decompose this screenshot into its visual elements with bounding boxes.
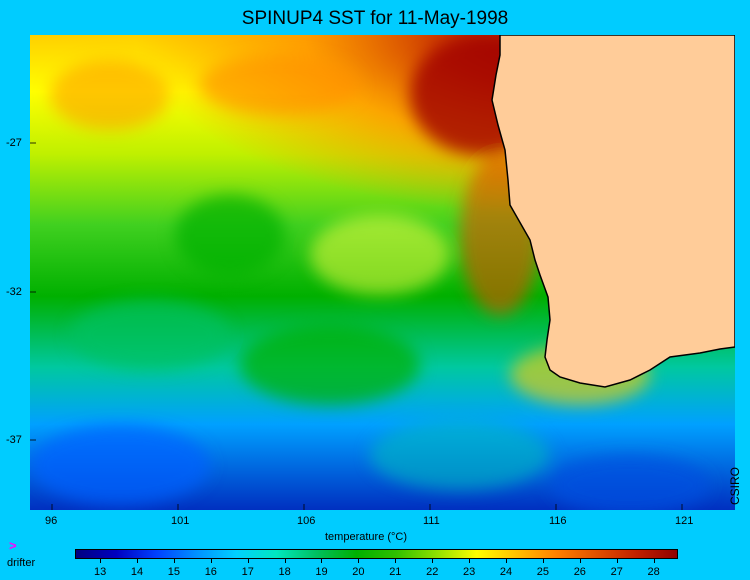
colorbar-tick — [505, 558, 507, 563]
colorbar-tick — [469, 558, 470, 563]
colorbar-tick-label: 20 — [352, 566, 365, 578]
lat-tick-label: -27 — [6, 137, 22, 149]
lon-tick-label: 96 — [45, 515, 58, 527]
colorbar-tick-label: 26 — [573, 566, 586, 578]
axis-ticks — [30, 142, 683, 510]
colorbar-tick-label: 23 — [463, 566, 476, 578]
drifter-icon: > — [9, 538, 17, 553]
colorbar-tick-label: 15 — [167, 566, 181, 578]
lon-tick-label: 111 — [423, 515, 440, 527]
colorbar-tick — [173, 558, 175, 563]
colorbar-tick — [653, 558, 655, 563]
colorbar-tick-label: 18 — [278, 566, 291, 578]
csiro-watermark: CSIRO — [728, 466, 742, 505]
colorbar-tick — [210, 558, 212, 563]
colorbar-tick-label: 14 — [130, 566, 144, 578]
land-mass — [491, 35, 735, 388]
temperature-colorbar — [75, 549, 678, 559]
colorbar-tick-label: 16 — [204, 566, 217, 578]
colorbar-tick — [579, 558, 581, 563]
sst-map — [30, 35, 735, 510]
colorbar-tick — [100, 558, 101, 563]
colorbar-tick — [432, 558, 434, 563]
colorbar-tick — [542, 558, 544, 563]
colorbar-tick — [321, 558, 323, 563]
colorbar-tick-label: 28 — [647, 566, 660, 578]
colorbar-tick-label: 27 — [610, 566, 623, 578]
lon-tick-label: 101 — [171, 515, 190, 527]
lon-tick-label: 116 — [549, 515, 567, 527]
colorbar-tick-label: 13 — [94, 566, 107, 578]
colorbar-tick — [616, 558, 618, 563]
colorbar-tick-label: 24 — [499, 566, 513, 578]
eddy-features — [30, 35, 710, 510]
colorbar-tick-label: 22 — [426, 566, 439, 578]
colorbar-tick-label: 21 — [389, 566, 402, 578]
lon-tick-label: 121 — [675, 515, 694, 527]
colorbar-title: temperature (°C) — [325, 531, 408, 543]
colorbar-tick-label: 17 — [241, 566, 254, 578]
map-title: SPINUP4 SST for 11-May-1998 — [241, 8, 509, 29]
lat-tick-label: -32 — [6, 286, 22, 298]
lat-tick-label: -37 — [6, 434, 22, 446]
colorbar-tick — [247, 558, 249, 563]
sst-map-canvas — [30, 35, 735, 510]
colorbar-tick-label: 25 — [536, 566, 550, 578]
colorbar-tick — [358, 558, 360, 563]
drifter-label: drifter — [7, 557, 36, 569]
colorbar-tick — [136, 558, 138, 563]
colorbar-tick — [395, 558, 397, 563]
colorbar-tick — [284, 558, 286, 563]
lon-tick-label: 106 — [297, 515, 316, 527]
colorbar-tick-label: 19 — [315, 566, 328, 578]
